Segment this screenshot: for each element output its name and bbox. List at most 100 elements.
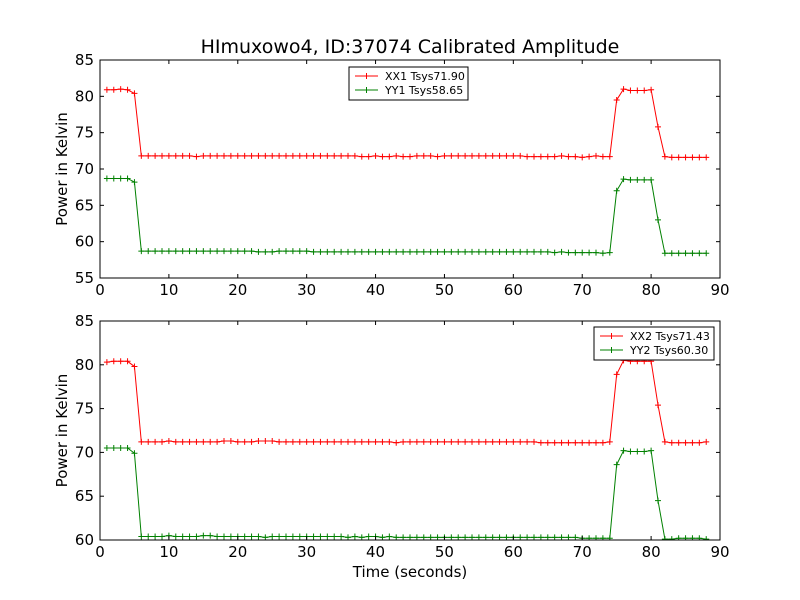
- data-point: [675, 535, 682, 540]
- data-point: [634, 87, 641, 94]
- data-point: [283, 248, 289, 255]
- x-tick-label: 30: [297, 281, 316, 299]
- data-point: [586, 439, 593, 446]
- data-point: [138, 438, 145, 445]
- data-point: [496, 248, 503, 255]
- data-point: [593, 249, 599, 256]
- data-point: [159, 248, 165, 255]
- data-point: [682, 535, 689, 540]
- data-point: [138, 533, 145, 540]
- data-point: [179, 152, 186, 159]
- data-point: [668, 536, 675, 540]
- data-point: [124, 445, 131, 452]
- data-point: [159, 438, 165, 445]
- data-point: [358, 153, 365, 160]
- data-point: [655, 497, 661, 504]
- data-point: [434, 248, 441, 255]
- data-point: [351, 438, 358, 445]
- data-point: [413, 248, 420, 255]
- data-point: [358, 534, 365, 540]
- data-point: [110, 358, 117, 365]
- y-tick-label: 80: [75, 356, 94, 374]
- data-point: [565, 534, 572, 540]
- data-point: [338, 533, 345, 540]
- data-point: [345, 534, 351, 540]
- data-point: [400, 534, 407, 540]
- data-point: [655, 402, 661, 409]
- data-point: [696, 439, 703, 446]
- data-point: [269, 248, 276, 255]
- data-point: [234, 438, 241, 445]
- data-point: [317, 533, 324, 540]
- data-point: [379, 248, 386, 255]
- series-line-2: [106, 177, 707, 254]
- series-line-1: [106, 359, 707, 444]
- data-point: [703, 438, 710, 445]
- data-point: [661, 438, 668, 445]
- data-point: [145, 533, 152, 540]
- data-point: [172, 533, 179, 540]
- data-point: [207, 532, 214, 539]
- data-point: [283, 152, 289, 159]
- data-point: [510, 248, 517, 255]
- data-point: [634, 448, 641, 455]
- data-point: [475, 438, 482, 445]
- data-point: [255, 438, 262, 445]
- data-point: [434, 153, 441, 160]
- data-point: [131, 450, 138, 457]
- x-tick-label: 40: [366, 543, 385, 561]
- data-point: [655, 216, 661, 223]
- data-point: [407, 248, 413, 255]
- data-point: [496, 438, 503, 445]
- data-point: [179, 438, 186, 445]
- data-point: [317, 152, 324, 159]
- data-point: [420, 152, 427, 159]
- y-tick-label: 70: [75, 160, 94, 178]
- data-point: [207, 248, 214, 255]
- x-tick-label: 80: [642, 281, 661, 299]
- data-point: [310, 248, 317, 255]
- data-point: [689, 154, 696, 161]
- data-point: [152, 438, 159, 445]
- data-point: [524, 534, 531, 540]
- data-point: [661, 536, 668, 540]
- data-point: [345, 248, 351, 255]
- data-point: [124, 358, 131, 365]
- data-point: [131, 363, 138, 370]
- data-point: [303, 152, 310, 159]
- x-tick-label: 10: [159, 543, 178, 561]
- x-tick-label: 50: [435, 543, 454, 561]
- data-point: [117, 86, 124, 93]
- chart-panel-2: 0 10 20 30 40 50 60 70 80 90 60 65 70 75 80 85 Power in …: [53, 312, 730, 581]
- data-point: [358, 438, 365, 445]
- data-point: [462, 534, 469, 540]
- data-point: [241, 438, 248, 445]
- data-point: [358, 248, 365, 255]
- data-point: [276, 248, 283, 255]
- y-tick-label: 55: [75, 269, 94, 287]
- data-point: [165, 438, 172, 445]
- data-point: [138, 152, 145, 159]
- data-point: [179, 533, 186, 540]
- data-point: [248, 152, 255, 159]
- data-point: [152, 152, 159, 159]
- data-point: [338, 152, 345, 159]
- data-point: [103, 86, 110, 93]
- data-point: [682, 250, 689, 257]
- data-point: [579, 249, 586, 256]
- data-point: [427, 152, 434, 159]
- data-point: [296, 533, 303, 540]
- x-tick-label: 30: [297, 543, 316, 561]
- data-point: [641, 87, 648, 94]
- data-point: [186, 152, 193, 159]
- data-point: [255, 152, 262, 159]
- data-point: [469, 248, 475, 255]
- data-point: [193, 248, 200, 255]
- data-point: [448, 152, 455, 159]
- y-tick-label: 85: [75, 51, 94, 69]
- data-point: [324, 438, 331, 445]
- plot-frame: [99, 320, 721, 541]
- data-point: [159, 152, 165, 159]
- data-point: [503, 534, 510, 540]
- data-point: [165, 152, 172, 159]
